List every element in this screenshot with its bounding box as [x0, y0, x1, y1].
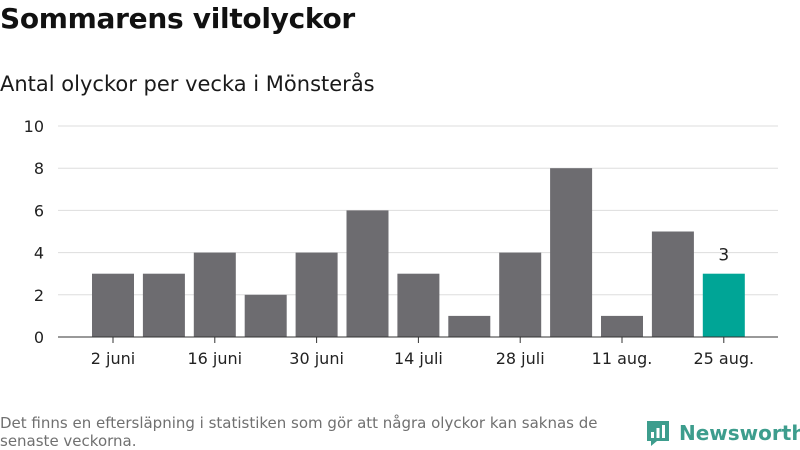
- chart-title: Sommarens viltolyckor: [0, 2, 355, 35]
- data-label: 3: [718, 246, 729, 266]
- bar: [295, 252, 338, 337]
- bar: [397, 273, 440, 337]
- bar: [499, 252, 542, 337]
- bar: [193, 252, 236, 337]
- bar: [550, 168, 593, 337]
- y-tick-label: 8: [34, 159, 44, 178]
- x-tick-label: 25 aug.: [693, 349, 754, 368]
- newsworthy-logo-text: Newsworthy: [679, 421, 800, 445]
- y-tick-label: 4: [34, 244, 44, 263]
- bar: [244, 294, 287, 337]
- x-tick-label: 11 aug.: [592, 349, 653, 368]
- bar: [92, 273, 134, 337]
- bar: [702, 273, 745, 337]
- x-tick-label: 2 juni: [91, 349, 135, 368]
- y-tick-label: 0: [34, 328, 44, 347]
- newsworthy-logo-icon: [647, 421, 669, 446]
- x-tick-label: 28 juli: [496, 349, 545, 368]
- footnote: Det finns en eftersläpning i statistiken…: [0, 414, 598, 450]
- x-tick-label: 16 juni: [187, 349, 242, 368]
- bar: [448, 315, 491, 337]
- x-tick-label: 14 juli: [394, 349, 443, 368]
- bar: [651, 231, 694, 337]
- bar: [601, 315, 643, 337]
- bar: [346, 210, 389, 337]
- y-tick-label: 6: [34, 201, 44, 220]
- bar: [142, 273, 185, 337]
- newsworthy-logo: Newsworthy: [645, 419, 800, 447]
- y-tick-label: 10: [24, 117, 44, 136]
- x-tick-label: 30 juni: [289, 349, 344, 368]
- chart-subtitle: Antal olyckor per vecka i Mönsterås: [0, 72, 375, 96]
- bar-chart: 0 2 4 6 8 10 2 juni 16 juni 30 juni 14 juli 28 jul…: [24, 117, 778, 368]
- y-tick-label: 2: [34, 286, 44, 305]
